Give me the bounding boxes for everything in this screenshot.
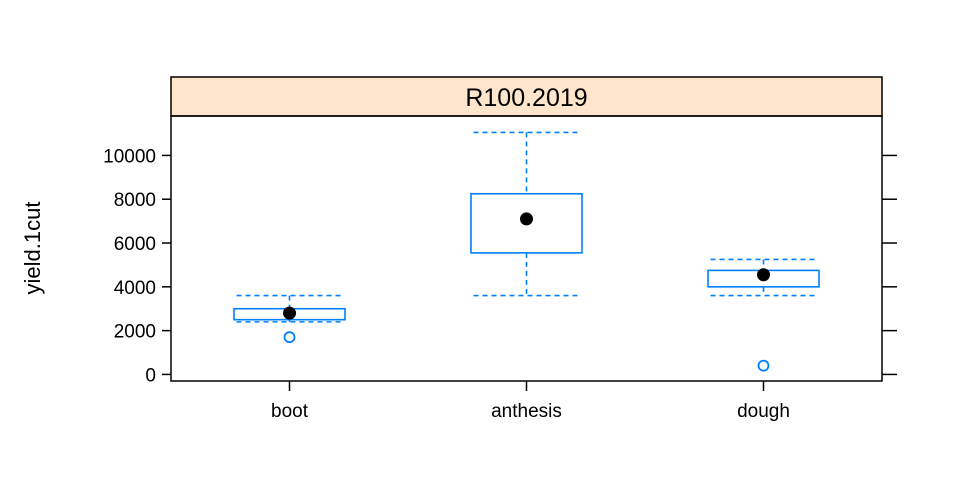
x-tick-label: boot (271, 401, 309, 422)
y-axis-label: yield.1cut (20, 202, 45, 295)
y-tick-label: 4000 (114, 278, 156, 299)
plot-panel (170, 115, 883, 382)
x-axis: boot anthesis dough (271, 381, 790, 422)
box-group (470, 131, 583, 297)
mean-point (757, 268, 770, 282)
strip-background (170, 76, 883, 117)
x-tick-label: anthesis (491, 401, 562, 422)
y-axis: 0 2000 4000 6000 8000 10000 (103, 146, 897, 386)
outlier-point (283, 331, 296, 344)
mean-point (520, 212, 533, 226)
strip-label: R100.2019 (465, 84, 587, 112)
y-tick-label: 6000 (114, 234, 156, 255)
y-tick-label: 0 (145, 365, 156, 386)
x-tick-label: dough (737, 401, 790, 422)
box-iqr (470, 192, 583, 254)
y-tick-label: 10000 (103, 146, 156, 167)
boxes (233, 131, 820, 372)
y-tick-label: 2000 (114, 322, 156, 343)
strip: R100.2019 (170, 76, 883, 117)
y-tick-label: 8000 (114, 190, 156, 211)
box-group (707, 258, 820, 372)
box-group (233, 294, 346, 344)
mean-point (283, 306, 296, 320)
outlier-point (757, 359, 770, 372)
